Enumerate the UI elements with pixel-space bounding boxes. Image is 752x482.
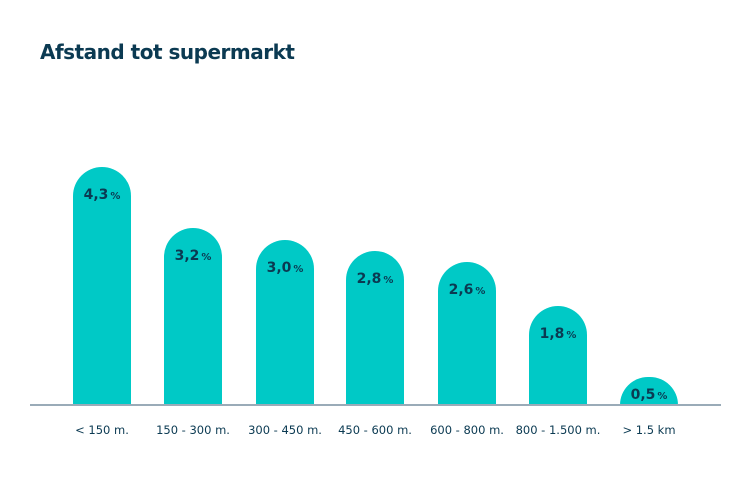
x-tick-label: 450 - 600 m. (338, 423, 412, 437)
unit-text: % (293, 264, 304, 275)
unit-text: % (383, 275, 394, 286)
unit-text: % (566, 330, 577, 341)
value-text: 4,3 (83, 187, 109, 203)
value-text: 3,0 (266, 260, 292, 276)
unit-text: % (201, 252, 212, 263)
chart-title: Afstand tot supermarkt (40, 40, 295, 64)
bar-800-1500m: 1,8% (529, 306, 587, 405)
unit-text: % (110, 191, 121, 202)
unit-text: % (657, 391, 668, 402)
bar-value-label: 2,8% (346, 271, 404, 287)
x-tick-label: 800 - 1.500 m. (515, 423, 601, 437)
x-tick-label: > 1.5 km (622, 423, 676, 437)
x-tick-label: 150 - 300 m. (156, 423, 230, 437)
bar-150-300m: 3,2% (164, 228, 222, 405)
bar-value-label: 2,6% (438, 282, 496, 298)
bar-value-label: 4,3% (73, 187, 131, 203)
bar-600-800m: 2,6% (438, 262, 496, 405)
bar-value-label: 3,0% (256, 260, 314, 276)
bar-value-label: 1,8% (529, 326, 587, 342)
bar-value-label: 0,5% (620, 387, 678, 403)
x-tick-label: < 150 m. (75, 423, 129, 437)
bar-gt-1-5km: 0,5% (620, 377, 678, 405)
x-axis-baseline (30, 404, 721, 406)
x-tick-label: 300 - 450 m. (248, 423, 322, 437)
value-text: 3,2 (174, 248, 200, 264)
unit-text: % (475, 286, 486, 297)
bar-lt-150m: 4,3% (73, 167, 131, 405)
bar-300-450m: 3,0% (256, 240, 314, 405)
value-text: 1,8 (539, 326, 565, 342)
x-tick-label: 600 - 800 m. (430, 423, 504, 437)
value-text: 2,8 (356, 271, 382, 287)
value-text: 0,5 (630, 387, 656, 403)
value-text: 2,6 (448, 282, 474, 298)
bar-value-label: 3,2% (164, 248, 222, 264)
bar-450-600m: 2,8% (346, 251, 404, 405)
